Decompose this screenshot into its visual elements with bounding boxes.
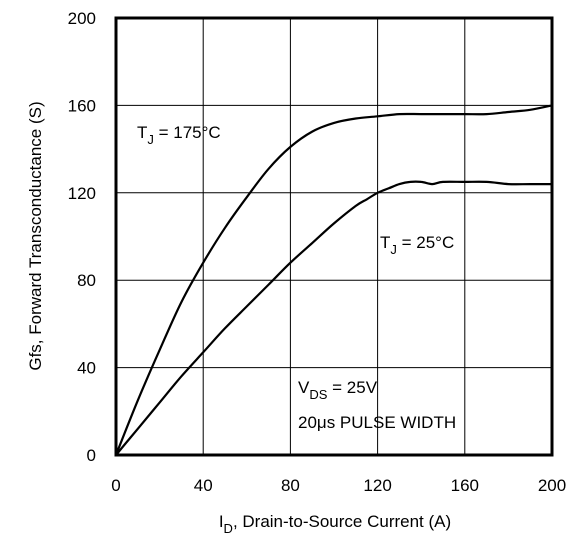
x-tick-label: 200 [538, 476, 566, 495]
x-tick-label: 160 [451, 476, 479, 495]
y-tick-label: 80 [77, 271, 96, 290]
x-tick-labels: 0 40 80 120 160 200 [111, 476, 566, 495]
y-tick-label: 200 [68, 9, 96, 28]
curve-tj-175c [114, 104, 554, 457]
series-label-25c: TJ = 25°C [380, 233, 454, 257]
y-tick-label: 0 [87, 446, 96, 465]
series-label-175c: TJ = 175°C [137, 123, 221, 147]
series-curves [114, 104, 554, 457]
y-tick-label: 40 [77, 359, 96, 378]
x-tick-label: 40 [194, 476, 213, 495]
y-tick-label: 160 [68, 96, 96, 115]
x-axis-label: ID, Drain-to-Source Current (A) [219, 512, 451, 536]
x-tick-label: 120 [363, 476, 391, 495]
x-tick-label: 80 [281, 476, 300, 495]
vds-annotation: VDS = 25V [298, 378, 378, 402]
curve-tj-25c [114, 180, 554, 457]
plot-frame [114, 16, 554, 457]
y-tick-labels: 0 40 80 120 160 200 [68, 9, 96, 465]
pulse-width-annotation: 20μs PULSE WIDTH [298, 413, 456, 432]
y-axis-label: Gfs, Forward Transconductance (S) [26, 101, 45, 370]
y-tick-label: 120 [68, 184, 96, 203]
x-tick-label: 0 [111, 476, 120, 495]
